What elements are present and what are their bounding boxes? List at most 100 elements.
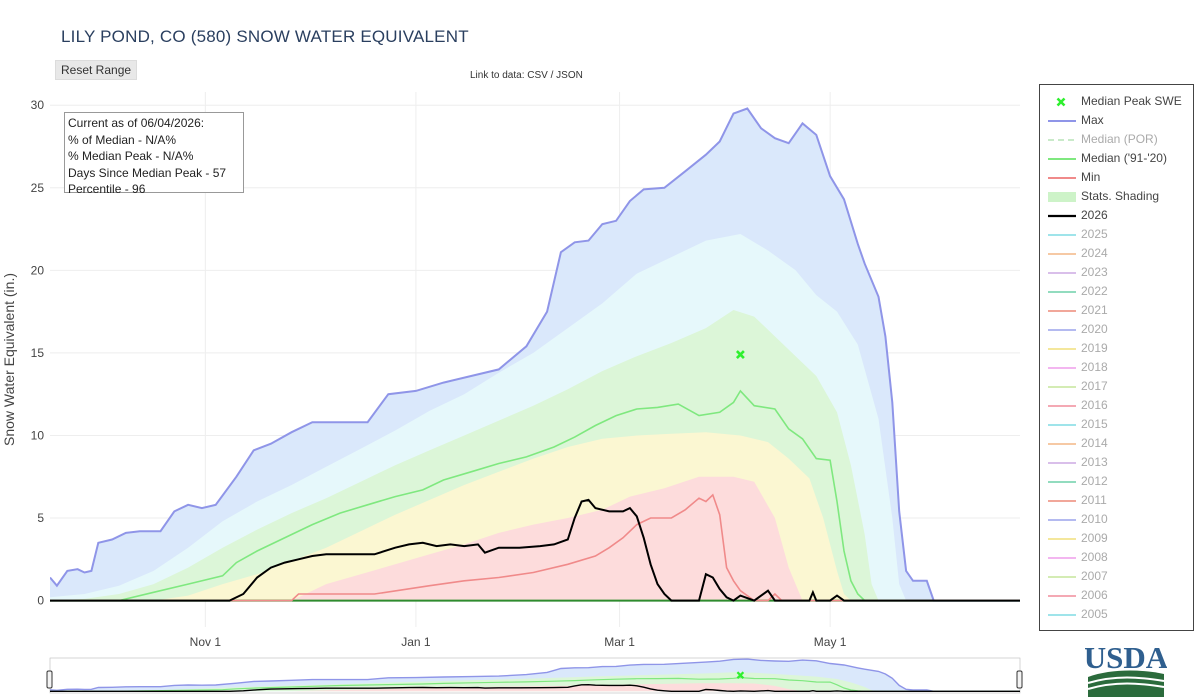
legend-symbol (1048, 386, 1076, 388)
median-line (50, 389, 1020, 602)
legend-label: Median (POR) (1081, 132, 1158, 146)
data-link-separator: / (547, 70, 557, 81)
legend-label: Median ('91-'20) (1081, 151, 1167, 165)
legend: Median Peak SWE Max Median (POR) Median ('9… (1039, 84, 1194, 631)
y-tick-label: 15 (31, 346, 45, 360)
status-line-percentile: Percentile - 96 (68, 182, 146, 196)
max-line (50, 107, 1020, 602)
legend-item[interactable]: 2005 (1040, 606, 1193, 625)
csv-link[interactable]: CSV (527, 70, 548, 81)
legend-label: 2014 (1081, 436, 1108, 450)
legend-symbol (1048, 253, 1076, 255)
legend-item[interactable]: 2019 (1040, 340, 1193, 359)
legend-item[interactable]: 2014 (1040, 435, 1193, 454)
legend-label: Median Peak SWE (1081, 94, 1182, 108)
data-link: Link to data: CSV / JSON (470, 70, 583, 81)
legend-label: 2020 (1081, 322, 1108, 336)
legend-label: 2012 (1081, 474, 1108, 488)
legend-label: 2010 (1081, 512, 1108, 526)
legend-item[interactable]: 2024 (1040, 245, 1193, 264)
legend-item[interactable]: 2013 (1040, 454, 1193, 473)
legend-symbol (1048, 405, 1076, 407)
legend-symbol (1048, 481, 1076, 483)
legend-symbol (1048, 538, 1076, 540)
x-tick-label: Nov 1 (190, 635, 222, 649)
legend-item[interactable]: 2026 (1040, 207, 1193, 226)
legend-symbol (1056, 97, 1066, 107)
legend-symbol (1048, 519, 1076, 521)
page-title: LILY POND, CO (580) SNOW WATER EQUIVALEN… (61, 27, 469, 46)
x-tick-label: Jan 1 (401, 635, 431, 649)
legend-symbol (1048, 177, 1076, 179)
legend-item[interactable]: 2009 (1040, 530, 1193, 549)
legend-item[interactable]: 2025 (1040, 226, 1193, 245)
legend-symbol (1048, 192, 1076, 202)
usda-logo-text: USDA (1085, 641, 1167, 675)
range-slider[interactable] (46, 657, 1023, 694)
legend-label: 2019 (1081, 341, 1108, 355)
band-30th-percentile (50, 476, 1020, 601)
legend-item[interactable]: 2012 (1040, 473, 1193, 492)
legend-symbol (1048, 595, 1076, 597)
legend-symbol (1048, 557, 1076, 559)
usda-logo: USDA (1085, 641, 1167, 697)
legend-item[interactable]: 2022 (1040, 283, 1193, 302)
status-line-days-since-peak: Days Since Median Peak - 57 (68, 165, 227, 180)
legend-item[interactable]: Median Peak SWE (1040, 93, 1193, 112)
legend-symbol (1048, 367, 1076, 369)
legend-label: 2022 (1081, 284, 1108, 298)
json-link[interactable]: JSON (556, 70, 583, 81)
status-box: Current as of 06/04/2026: % of Median - … (64, 112, 244, 196)
range-slider-handle[interactable] (46, 670, 53, 689)
legend-item[interactable]: 2008 (1040, 549, 1193, 568)
legend-symbol (1048, 272, 1076, 274)
legend-item[interactable]: Median (POR) (1040, 131, 1193, 150)
y-tick-label: 0 (37, 594, 44, 608)
legend-symbol (1048, 291, 1076, 293)
swe-chart[interactable]: 0 5 10 15 20 25 30 Nov 1 Jan 1 Mar 1 May 1 Snow Wat… (0, 0, 1040, 700)
y-axis-title: Snow Water Equivalent (in.) (1, 273, 17, 446)
legend-label: 2005 (1081, 607, 1108, 621)
slider-max-line (49, 658, 1020, 692)
legend-item[interactable]: 2006 (1040, 587, 1193, 606)
legend-item[interactable]: 2011 (1040, 492, 1193, 511)
legend-symbol (1048, 139, 1076, 141)
legend-symbol (1048, 576, 1076, 578)
legend-item[interactable]: Max (1040, 112, 1193, 131)
slider-current-line (50, 683, 1020, 693)
legend-symbol (1048, 234, 1076, 236)
legend-symbol (1048, 462, 1076, 464)
legend-item[interactable]: 2010 (1040, 511, 1193, 530)
legend-item[interactable]: Median ('91-'20) (1040, 150, 1193, 169)
legend-label: 2026 (1081, 208, 1108, 222)
legend-item[interactable]: 2017 (1040, 378, 1193, 397)
legend-symbol (1048, 120, 1076, 122)
legend-label: 2021 (1081, 303, 1108, 317)
legend-item[interactable]: Min (1040, 169, 1193, 188)
status-line-date: Current as of 06/04/2026: (68, 116, 205, 130)
reset-range-button[interactable]: Reset Range (55, 60, 138, 80)
legend-symbol (1048, 214, 1076, 218)
legend-symbol (1048, 158, 1076, 160)
y-tick-label: 10 (31, 428, 45, 442)
legend-item[interactable]: 2007 (1040, 568, 1193, 587)
legend-item[interactable]: 2021 (1040, 302, 1193, 321)
status-line-pct-median-peak: % Median Peak - N/A% (68, 149, 194, 163)
legend-item[interactable]: 2023 (1040, 264, 1193, 283)
legend-symbol (1048, 500, 1076, 502)
x-tick-label: Mar 1 (604, 635, 635, 649)
y-tick-label: 5 (37, 511, 44, 525)
legend-label: 2006 (1081, 588, 1108, 602)
legend-item[interactable]: 2016 (1040, 397, 1193, 416)
legend-item[interactable]: Stats. Shading (1040, 188, 1193, 207)
legend-item[interactable]: 2015 (1040, 416, 1193, 435)
status-line-pct-median: % of Median - N/A% (68, 132, 177, 147)
x-tick-label: May 1 (814, 635, 847, 649)
legend-item[interactable]: 2018 (1040, 359, 1193, 378)
legend-item[interactable]: 2020 (1040, 321, 1193, 340)
legend-symbol (1048, 424, 1076, 426)
current-year-line (50, 498, 1020, 602)
y-tick-label: 30 (31, 98, 45, 112)
legend-label: 2017 (1081, 379, 1108, 393)
range-slider-handle[interactable] (1016, 670, 1023, 689)
